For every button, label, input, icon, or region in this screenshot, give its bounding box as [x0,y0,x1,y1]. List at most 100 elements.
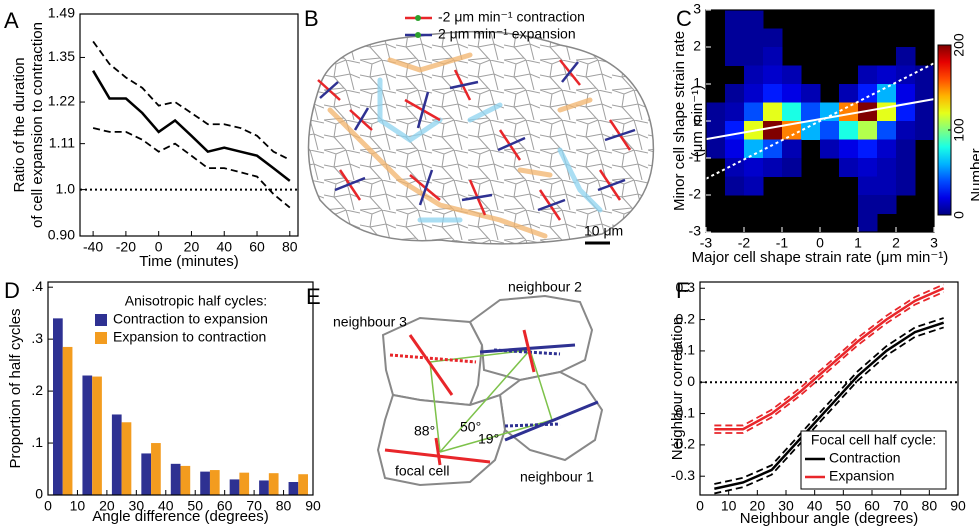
x-tick-label: 70 [893,498,909,514]
y-axis-label: of cell expansion to contraction [29,22,46,228]
heat-cell [858,102,878,122]
heat-cell [763,84,783,103]
heat-cell [896,47,916,66]
heat-cell [744,10,764,29]
heat-cell [839,84,859,103]
x-tick-label: 80 [282,239,298,255]
x-tick-label: 0 [816,235,824,251]
heat-cell [782,84,802,103]
colorbar-label: Number [968,148,979,201]
x-tick-label: 70 [246,498,262,514]
heat-cell [877,158,897,177]
x-tick-label: 60 [217,498,233,514]
heat-cell [858,65,878,85]
x-tick-label: 80 [922,498,938,514]
heat-cell [858,195,878,214]
cell-outlines [376,294,604,487]
bar [229,479,240,495]
strain-crosses [384,329,599,466]
scale-bar-label: 10 μm [584,223,623,239]
x-tick-label: -1 [776,235,789,251]
legend-label: -2 μm min⁻¹ contraction [438,9,585,25]
heat-cell [915,65,934,85]
heat-cell [877,139,897,159]
x-axis-label: Time (minutes) [139,253,238,270]
bar [82,375,93,495]
bar [53,318,63,495]
heat-cell [801,121,821,140]
plot-area [80,40,298,209]
bar [200,471,210,495]
x-tick-label: 0 [44,498,52,514]
colorbar-tick-label: 0 [951,211,967,219]
panel-letter: D [4,278,20,303]
bar [268,473,279,495]
heat-cell [896,65,916,85]
fit-line [706,98,934,141]
heat-cell [744,84,764,103]
legend-label: Contraction [829,450,901,466]
axes-frame [79,13,299,237]
heat-cell [725,47,745,66]
y-tick-label: 0.3 [676,279,696,295]
plot-area [700,283,958,495]
bar [259,480,269,495]
strain-crosses [317,59,636,221]
x-tick-label: -20 [116,239,136,255]
bar [151,443,161,495]
heat-cell [744,102,764,122]
y-axis-label: Proportion of half cycles [7,308,24,468]
x-tick-label: 20 [99,498,115,514]
y-tick-label: 1.49 [48,5,75,21]
confidence-line [92,40,291,161]
x-tick-label: 20 [184,239,200,255]
heat-cell [896,139,916,159]
legend-box [800,430,947,490]
bar [141,453,152,495]
y-tick-label: 1.22 [48,93,75,109]
y-tick-label: -3 [689,223,702,239]
x-axis-label: Neighbour angle (degrees) [740,510,918,527]
legend-swatch [95,314,107,326]
legend-dot [415,32,421,38]
data-line [714,287,945,431]
legend-dot [415,15,421,21]
data-line [714,321,945,490]
y-tick-label: 1.0 [56,180,76,196]
y-tick-label: -1 [689,149,702,165]
x-tick-label: 2 [892,235,900,251]
heat-cell [896,102,916,122]
axes-frame [699,281,959,496]
y-axis-label: (μm min⁻¹) [689,85,706,157]
x-tick-label: -40 [83,239,103,255]
legend-label: Expansion to contraction [113,329,266,345]
angle-label: 19° [478,431,499,447]
y-tick-label: 1 [693,75,701,91]
x-tick-label: 60 [249,239,265,255]
x-tick-label: 30 [129,498,145,514]
heat-cell [725,121,745,140]
y-tick-label: 0.1 [676,342,696,358]
angle-label: 88° [414,423,435,439]
heat-cell [782,139,802,159]
heat-cell [896,176,916,196]
y-tick-label: .2 [31,382,43,398]
heat-cell [744,28,764,48]
bar [239,472,250,495]
x-tick-label: 40 [216,239,232,255]
colorbar-tick-label: 200 [951,33,967,57]
x-tick-label: -2 [738,235,751,251]
heat-cell [763,47,783,66]
colorbar-tick-label: 100 [951,118,967,142]
heat-cell [896,158,916,177]
heat-cell [725,28,745,48]
axes-frame [47,281,314,496]
heat-cell [877,84,897,103]
heat-cell [801,102,821,122]
heat-cell [763,102,783,122]
heat-cell [858,176,878,196]
heat-cell [820,121,840,140]
confidence-line [92,127,291,209]
y-tick-label: 3 [693,1,701,17]
